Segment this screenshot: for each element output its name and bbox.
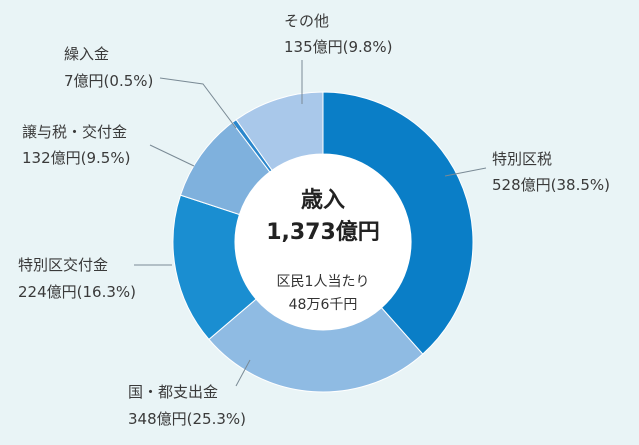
center-title: 歳入 <box>301 188 345 213</box>
label-value-kurirekin: 7億円(0.5%) <box>64 72 153 90</box>
center-total: 1,373億円 <box>266 219 380 245</box>
label-name-tokubetsu-kuzei: 特別区税 <box>492 150 552 168</box>
label-name-kurirekin: 繰入金 <box>64 45 109 63</box>
center-per-capita-value: 48万6千円 <box>289 297 358 313</box>
label-value-joyozei-koufukin: 132億円(9.5%) <box>22 149 130 167</box>
leader-line-joyozei-koufukin <box>149 144 195 167</box>
label-name-joyozei-koufukin: 譲与税・交付金 <box>22 123 127 141</box>
donut-hole <box>235 154 411 330</box>
label-value-kuni-to-shishutsukin: 348億円(25.3%) <box>128 410 246 428</box>
label-value-tokubetsuku-koufukin: 224億円(16.3%) <box>18 283 136 301</box>
leader-line-tokubetsu-kuzei <box>444 167 487 177</box>
label-name-sonota: その他 <box>284 12 329 30</box>
label-value-tokubetsu-kuzei: 528億円(38.5%) <box>492 176 610 194</box>
label-name-tokubetsuku-koufukin: 特別区交付金 <box>18 256 108 274</box>
label-value-sonota: 135億円(9.8%) <box>284 38 392 56</box>
label-name-kuni-to-shishutsukin: 国・都支出金 <box>128 383 218 401</box>
leader-lines <box>134 60 487 387</box>
center-per-capita-label: 区民1人当たり <box>277 274 370 290</box>
leader-line-kurirekin <box>159 77 237 129</box>
slice-kuni-to-shishutsukin <box>208 298 424 393</box>
donut-slices <box>172 91 474 393</box>
leader-line-kuni-to-shishutsukin <box>235 359 251 387</box>
